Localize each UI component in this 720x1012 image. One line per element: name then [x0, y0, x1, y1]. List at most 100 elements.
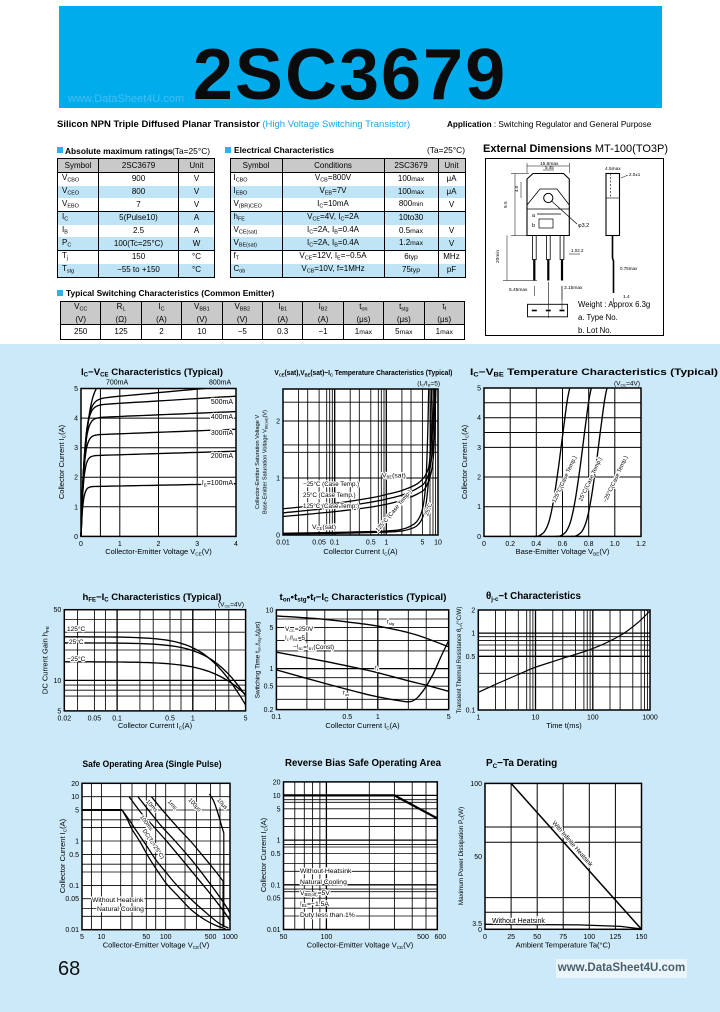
svg-text:0.8: 0.8	[584, 541, 594, 548]
svg-text:−25°C: −25°C	[67, 655, 86, 663]
svg-text:1: 1	[269, 666, 273, 673]
svg-text:hFE−IC Characteristics (Typica: hFE−IC Characteristics (Typical)	[83, 592, 222, 604]
svg-text:φ3.2: φ3.2	[578, 223, 589, 229]
svg-text:0: 0	[74, 534, 78, 541]
svg-text:VCE(sat): VCE(sat)	[312, 524, 336, 531]
svg-text:Without Heatsink: Without Heatsink	[492, 918, 545, 925]
svg-text:0.6: 0.6	[558, 541, 568, 548]
svg-text:0.75max: 0.75max	[620, 266, 638, 271]
svg-text:PC−Ta Derating: PC−Ta Derating	[486, 758, 557, 770]
svg-text:0.1: 0.1	[112, 715, 122, 722]
svg-text:VCE(sat),VBE(sat)−IC Temperatu: VCE(sat),VBE(sat)−IC Temperature Charact…	[274, 368, 452, 377]
svg-text:50: 50	[533, 934, 541, 941]
svg-text:Collector Current IC(A): Collector Current IC(A)	[325, 721, 400, 730]
svg-text:a. Type No.: a. Type No.	[578, 313, 618, 322]
svg-text:400mA: 400mA	[211, 414, 234, 421]
svg-text:0.05: 0.05	[65, 896, 79, 903]
svg-text:Collector Current IC(A): Collector Current IC(A)	[118, 721, 193, 730]
svg-text:2: 2	[477, 475, 481, 482]
svg-text:5: 5	[420, 540, 424, 547]
svg-text:(VCE=4V): (VCE=4V)	[614, 381, 640, 388]
svg-text:DC Current Gain hFE: DC Current Gain hFE	[41, 626, 50, 694]
svg-text:5: 5	[244, 715, 248, 722]
svg-text:VCC=250V: VCC=250V	[285, 626, 314, 633]
svg-text:1: 1	[118, 541, 122, 548]
svg-text:0.5: 0.5	[466, 654, 476, 661]
svg-text:4.5max: 4.5max	[605, 166, 621, 172]
svg-text:5: 5	[74, 386, 78, 393]
svg-text:Collector Current IC(A): Collector Current IC(A)	[58, 818, 67, 893]
svg-text:0.4: 0.4	[531, 541, 541, 548]
svg-text:Switching Time ton,tstg,tf(μs): Switching Time ton,tstg,tf(μs)	[255, 622, 262, 699]
svg-text:500mA: 500mA	[211, 399, 234, 406]
svg-text:Base-Emitter Voltage VBE(V): Base-Emitter Voltage VBE(V)	[516, 547, 610, 556]
svg-text:5: 5	[75, 808, 79, 815]
svg-text:700mA: 700mA	[106, 380, 129, 387]
svg-text:0: 0	[478, 927, 482, 934]
svg-text:Natural Cooling: Natural Cooling	[300, 879, 347, 886]
svg-text:3: 3	[74, 445, 78, 452]
svg-text:5.45max: 5.45max	[509, 287, 528, 293]
svg-text:0.01: 0.01	[65, 927, 79, 934]
svg-text:5: 5	[277, 806, 281, 813]
svg-text:0: 0	[276, 533, 280, 540]
svg-text:1.4: 1.4	[623, 294, 630, 300]
svg-text:IC−VBE Temperature Characteri: IC−V BE Temperature Characteristics (Typi…	[470, 367, 718, 379]
svg-text:b. Lot No.: b. Lot No.	[578, 326, 612, 335]
svg-text:4: 4	[477, 415, 481, 422]
svg-text:0: 0	[483, 934, 487, 941]
svg-text:75: 75	[559, 934, 567, 941]
svg-text:10: 10	[71, 794, 79, 801]
svg-text:0.5: 0.5	[342, 714, 352, 721]
svg-text:1000: 1000	[642, 715, 658, 722]
svg-text:500: 500	[205, 934, 217, 941]
svg-text:800mA: 800mA	[209, 380, 232, 387]
svg-text:Without Heatsink: Without Heatsink	[92, 897, 144, 904]
svg-text:Collector-Emitter Voltage VCE(: Collector-Emitter Voltage VCE(V)	[105, 547, 212, 556]
svg-text:300mA: 300mA	[211, 430, 234, 437]
svg-text:0.5: 0.5	[264, 684, 274, 691]
svg-text:4: 4	[234, 541, 238, 548]
svg-text:0.5: 0.5	[165, 715, 175, 722]
svg-text:1: 1	[191, 715, 195, 722]
svg-text:ton•tstg•tf−IC Characteristics: ton•tstg•tf−IC Characteristics (Typical)	[280, 592, 447, 604]
svg-text:5.45: 5.45	[545, 165, 554, 170]
svg-text:50: 50	[54, 607, 62, 614]
svg-text:600: 600	[434, 934, 446, 941]
svg-text:0.1: 0.1	[466, 708, 476, 715]
svg-text:0.02: 0.02	[57, 715, 71, 722]
svg-text:25°C (Case Temp.): 25°C (Case Temp.)	[303, 492, 356, 499]
svg-text:2: 2	[276, 419, 280, 426]
svg-text:1: 1	[471, 631, 475, 638]
svg-text:Weight : Approx 6.3g: Weight : Approx 6.3g	[578, 300, 650, 309]
svg-text:3: 3	[195, 541, 199, 548]
svg-text:4.0: 4.0	[514, 185, 519, 192]
svg-text:100: 100	[583, 934, 595, 941]
svg-text:VBE(off)=5V: VBE(off)=5V	[300, 890, 330, 897]
svg-text:Safe Operating Area (Single Pu: Safe Operating Area (Single Pulse)	[83, 759, 222, 770]
svg-text:20: 20	[71, 781, 79, 788]
svg-text:Collector Current IC(A): Collector Current IC(A)	[460, 424, 469, 499]
svg-text:0.1: 0.1	[69, 883, 79, 890]
svg-text:IB=100mA: IB=100mA	[202, 480, 233, 487]
svg-text:3: 3	[477, 445, 481, 452]
svg-text:b: b	[532, 223, 535, 229]
svg-text:0.2: 0.2	[505, 541, 515, 548]
svg-text:Without Heatsink: Without Heatsink	[300, 868, 352, 875]
svg-text:Time t(ms): Time t(ms)	[546, 721, 582, 730]
svg-text:3.15max: 3.15max	[564, 285, 583, 291]
svg-text:1.02.2: 1.02.2	[571, 248, 584, 253]
svg-text:0: 0	[477, 534, 481, 541]
svg-text:0.1: 0.1	[271, 882, 281, 889]
svg-text:VBE(sat): VBE(sat)	[382, 473, 406, 480]
svg-text:0: 0	[79, 541, 83, 548]
svg-text:0.05: 0.05	[267, 896, 281, 903]
svg-text:20min: 20min	[495, 250, 501, 263]
svg-text:10: 10	[434, 540, 442, 547]
svg-text:IC−VCE Characteristics (Typica: IC−VCE Characteristics (Typical)	[81, 367, 223, 379]
svg-text:50: 50	[142, 934, 150, 941]
svg-text:5: 5	[477, 386, 481, 393]
svg-text:5: 5	[57, 708, 61, 715]
svg-text:10: 10	[98, 934, 106, 941]
svg-text:500: 500	[417, 934, 429, 941]
